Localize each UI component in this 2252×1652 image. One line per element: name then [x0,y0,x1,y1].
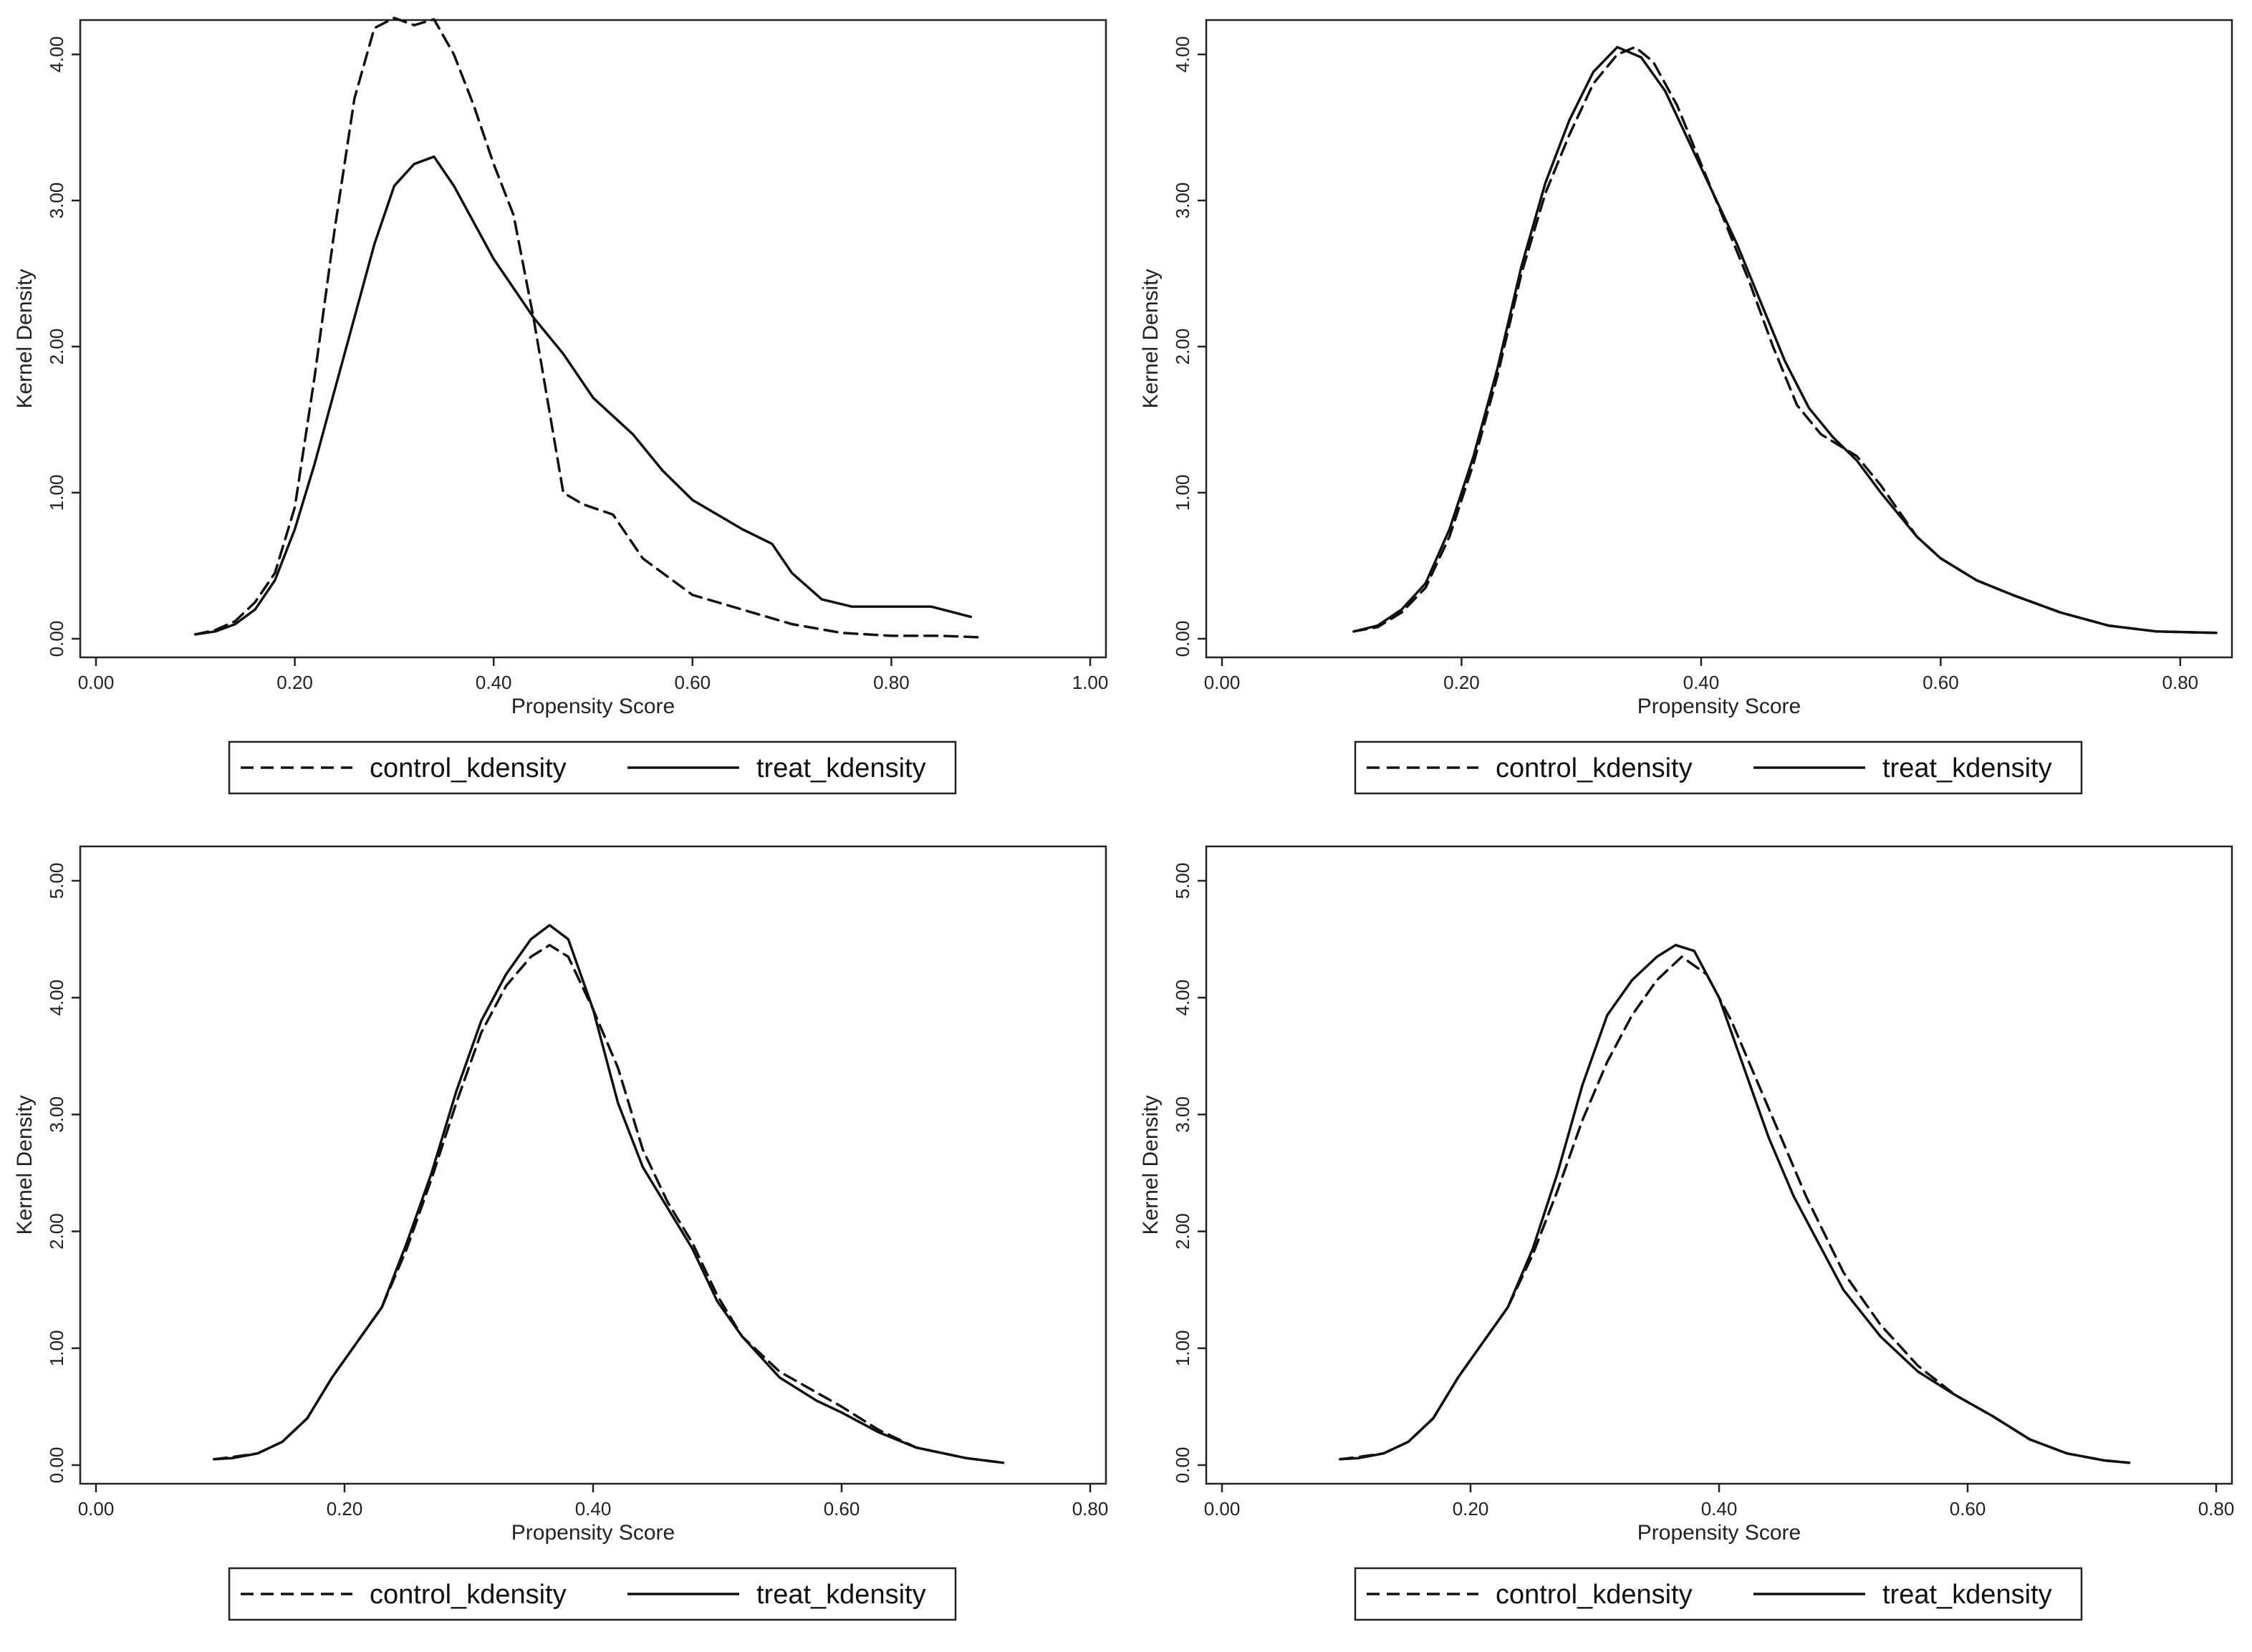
x-axis-title: Propensity Score [1637,695,1801,718]
legend-label: treat_kdensity [1882,753,2052,783]
plot-frame [79,19,1107,659]
x-tick-label: 0.40 [476,672,512,693]
x-axis-title: Propensity Score [1637,1521,1801,1545]
y-tick-label: 1.00 [46,1330,67,1366]
x-tick-label: 0.60 [674,672,711,693]
y-tick-label: 3.00 [1172,1096,1193,1133]
y-tick-label: 4.00 [1172,980,1193,1016]
y-tick-label: 2.00 [46,329,67,365]
x-tick-label: 0.80 [873,672,910,693]
y-axis-title: Kernel Density [1139,1095,1163,1235]
control-kdensity-line [1352,46,2218,634]
y-tick-label: 1.00 [1172,1330,1193,1366]
y-tick-label: 5.00 [46,863,67,899]
legend-label: control_kdensity [370,1580,567,1610]
y-tick-label: 0.00 [46,621,67,657]
kdensity-panel-top-right: 0.00 0.20 0.40 0.60 0.80 0.00 1.00 2.00 3.00 4.00… [1126,0,2252,826]
y-tick-label: 0.00 [46,1447,67,1484]
x-tick-label: 0.60 [824,1498,860,1520]
legend-label: treat_kdensity [756,1580,926,1610]
plot-frame [79,845,1107,1485]
x-tick-label: 0.20 [1443,672,1480,693]
x-tick-label: 0.20 [276,672,313,693]
x-tick-label: 0.40 [575,1498,612,1520]
y-tick-label: 1.00 [46,475,67,511]
y-tick-label: 0.00 [1172,1447,1193,1484]
legend: control_kdensity treat_kdensity [1354,740,2083,795]
x-tick-label: 0.00 [78,1498,115,1520]
y-axis-title: Kernel Density [13,1095,37,1235]
x-tick-label: 0.40 [1683,672,1720,693]
control-kdensity-line [1339,955,2131,1464]
x-tick-label: 0.60 [1950,1498,1986,1520]
legend-label: treat_kdensity [756,753,926,783]
control-kdensity-line [194,16,983,639]
legend-label: control_kdensity [1496,753,1693,783]
x-tick-label: 0.60 [1923,672,1959,693]
y-tick-label: 0.00 [1172,621,1193,657]
y-tick-label: 2.00 [1172,1213,1193,1250]
y-axis-title: Kernel Density [1139,269,1163,408]
legend: control_kdensity treat_kdensity [228,1567,957,1621]
legend-label: control_kdensity [370,753,567,783]
y-tick-label: 3.00 [46,1096,67,1133]
kdensity-panel-bottom-right: 0.00 0.20 0.40 0.60 0.80 0.00 1.00 2.00 3.00 4.00… [1126,826,2252,1652]
x-tick-label: 0.00 [1204,1498,1241,1520]
legend: control_kdensity treat_kdensity [1354,1567,2083,1621]
x-axis-title: Propensity Score [511,695,675,718]
kdensity-panel-top-left: 0.00 0.20 0.40 0.60 0.80 1.00 0.00 1.00 2.00 3.00… [0,0,1126,826]
treat-kdensity-line [1339,944,2131,1464]
x-tick-label: 0.00 [78,672,115,693]
y-tick-label: 1.00 [1172,475,1193,511]
chart-svg: 0.00 0.20 0.40 0.60 0.80 1.00 0.00 1.00 2.00 3.00… [13,16,1109,795]
treat-kdensity-line [213,924,1005,1464]
x-tick-label: 1.00 [1072,672,1109,693]
chart-svg: 0.00 0.20 0.40 0.60 0.80 0.00 1.00 2.00 3.00 4.00… [1139,845,2235,1621]
chart-svg: 0.00 0.20 0.40 0.60 0.80 0.00 1.00 2.00 3.00 4.00… [13,845,1109,1621]
y-tick-label: 4.00 [46,980,67,1016]
x-tick-label: 0.80 [2162,672,2199,693]
treat-kdensity-line [1352,46,2218,634]
x-tick-label: 0.20 [327,1498,363,1520]
x-axis-title: Propensity Score [511,1521,675,1545]
x-tick-label: 0.80 [2198,1498,2235,1520]
y-axis-title: Kernel Density [13,269,37,408]
legend: control_kdensity treat_kdensity [228,740,957,795]
y-tick-label: 5.00 [1172,863,1193,899]
y-tick-label: 3.00 [46,183,67,219]
x-tick-label: 0.00 [1204,672,1241,693]
legend-label: treat_kdensity [1882,1580,2052,1610]
control-kdensity-line [213,944,1005,1464]
y-tick-label: 2.00 [1172,329,1193,365]
legend-label: control_kdensity [1496,1580,1693,1610]
chart-svg: 0.00 0.20 0.40 0.60 0.80 0.00 1.00 2.00 3.00 4.00… [1139,19,2233,795]
treat-kdensity-line [194,155,973,636]
plot-frame [1205,845,2233,1485]
kdensity-panel-bottom-left: 0.00 0.20 0.40 0.60 0.80 0.00 1.00 2.00 3.00 4.00… [0,826,1126,1652]
y-tick-label: 4.00 [46,37,67,73]
y-tick-label: 2.00 [46,1213,67,1250]
x-tick-label: 0.20 [1453,1498,1489,1520]
plot-frame [1205,19,2233,659]
y-tick-label: 4.00 [1172,37,1193,73]
x-tick-label: 0.40 [1701,1498,1738,1520]
y-tick-label: 3.00 [1172,183,1193,219]
x-tick-label: 0.80 [1072,1498,1109,1520]
